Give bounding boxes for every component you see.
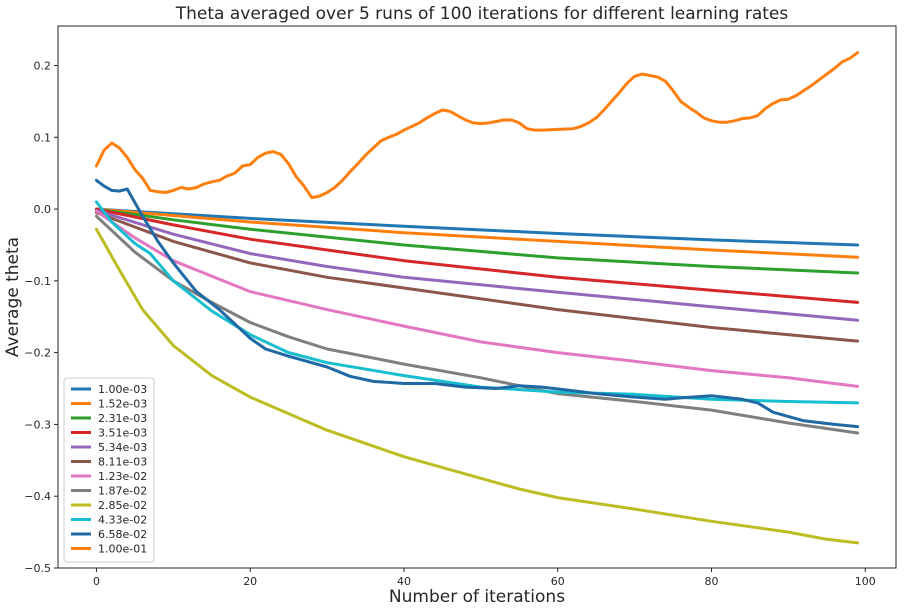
- legend-label: 6.58e-02: [98, 528, 147, 541]
- legend-label: 5.34e-03: [98, 441, 147, 454]
- x-tick-label: 60: [551, 575, 565, 588]
- legend-label: 1.23e-02: [98, 470, 147, 483]
- x-axis: 0 20 40 60 80 100: [93, 568, 876, 588]
- legend-box: [63, 377, 155, 563]
- y-tick-label: −0.2: [24, 347, 51, 360]
- y-tick-label: 0.2: [34, 59, 52, 72]
- series-line-11: [94, 51, 860, 200]
- series-line-2: [94, 207, 860, 275]
- legend-label: 1.52e-03: [98, 398, 147, 411]
- y-tick-label: 0.0: [34, 203, 52, 216]
- y-axis-title: Average theta: [3, 237, 23, 357]
- x-tick-label: 100: [855, 575, 876, 588]
- y-tick-label: 0.1: [34, 131, 52, 144]
- legend-label: 1.87e-02: [98, 485, 147, 498]
- legend-label: 2.85e-02: [98, 499, 147, 512]
- series-line-9: [94, 200, 860, 405]
- legend-label: 1.00e-03: [98, 383, 147, 396]
- series-line-3: [94, 207, 860, 304]
- series-line-10: [94, 178, 860, 429]
- legend-label: 8.11e-03: [98, 456, 147, 469]
- y-tick-label: −0.4: [24, 490, 51, 503]
- legend-label: 1.00e-01: [98, 543, 147, 556]
- legend-label: 2.31e-03: [98, 412, 147, 425]
- x-tick-label: 0: [93, 575, 100, 588]
- plot-area: [57, 25, 897, 569]
- series-line-5: [94, 211, 860, 343]
- x-tick-label: 20: [243, 575, 257, 588]
- series-line-1: [94, 207, 860, 259]
- y-tick-label: −0.1: [24, 275, 51, 288]
- series-line-8: [94, 227, 860, 545]
- y-tick-label: −0.3: [24, 418, 51, 431]
- x-axis-title: Number of iterations: [389, 587, 565, 607]
- series-line-6: [94, 209, 860, 388]
- y-axis: −0.5 −0.4 −0.3 −0.2 −0.1 0.0 0.1 0.2: [24, 59, 58, 575]
- chart-title: Theta averaged over 5 runs of 100 iterat…: [175, 4, 789, 24]
- legend-label: 3.51e-03: [98, 427, 147, 440]
- legend: 1.00e-03 1.52e-032.31e-03 3.51e-035.34e-03…: [63, 377, 155, 563]
- series-layer: [94, 51, 860, 545]
- series-line-4: [94, 209, 860, 322]
- legend-label: 4.33e-02: [98, 514, 147, 527]
- x-tick-label: 80: [704, 575, 718, 588]
- x-tick-label: 40: [397, 575, 411, 588]
- series-line-0: [94, 207, 860, 247]
- y-tick-label: −0.5: [24, 562, 51, 575]
